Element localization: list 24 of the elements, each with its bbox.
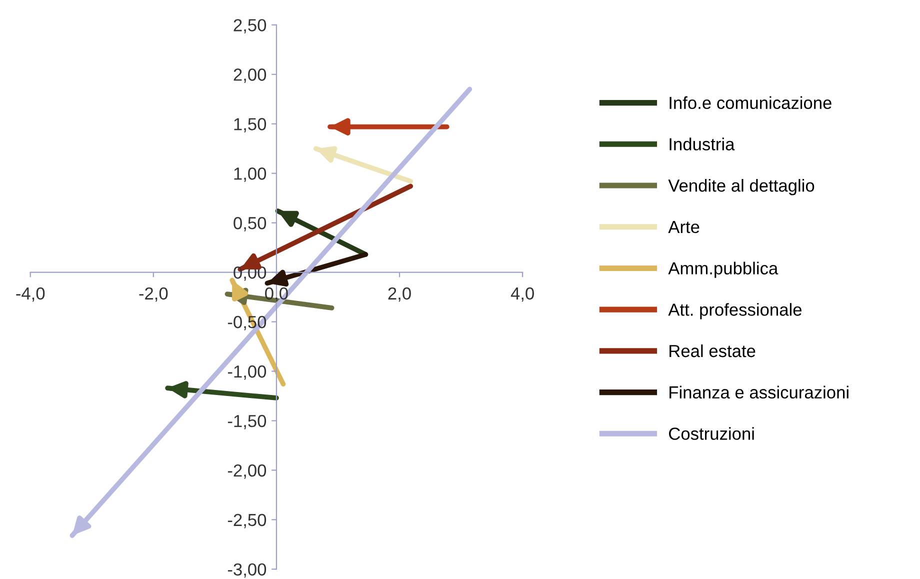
legend-label: Real estate <box>670 344 756 358</box>
legend-label: Vendite al dettaglio <box>668 179 814 196</box>
x-tick-label: 0,0 <box>265 287 288 302</box>
y-tick-label: -2,50 <box>228 514 266 528</box>
y-tick-label: -1,00 <box>228 365 266 380</box>
legend-label: Info.e comunicazione <box>670 96 832 110</box>
legend-label: Arte <box>668 221 700 234</box>
legend-label: Att. professionale <box>668 303 802 320</box>
y-tick-label: 2,50 <box>234 19 266 34</box>
y-tick-label: 2,00 <box>234 68 266 83</box>
legend-label: Industria <box>670 138 735 150</box>
x-tick-label: -4,0 <box>16 287 45 302</box>
legend-label: Costruzioni <box>669 427 754 440</box>
y-tick-label: -1,50 <box>228 414 266 430</box>
x-tick-label: -2,0 <box>139 287 168 302</box>
y-tick-label: -2,00 <box>228 464 266 479</box>
y-tick-label: 1,50 <box>234 118 266 132</box>
x-tick-label: 4,0 <box>510 287 534 302</box>
y-tick-label: -3,00 <box>228 563 266 578</box>
y-tick-label: 0,50 <box>234 216 266 232</box>
x-tick-label: 2,0 <box>388 287 411 302</box>
legend-label: Finanza e assicurazioni <box>670 386 848 399</box>
legend-label: Amm.pubblica <box>668 262 778 278</box>
y-tick-label: 1,00 <box>234 168 266 182</box>
